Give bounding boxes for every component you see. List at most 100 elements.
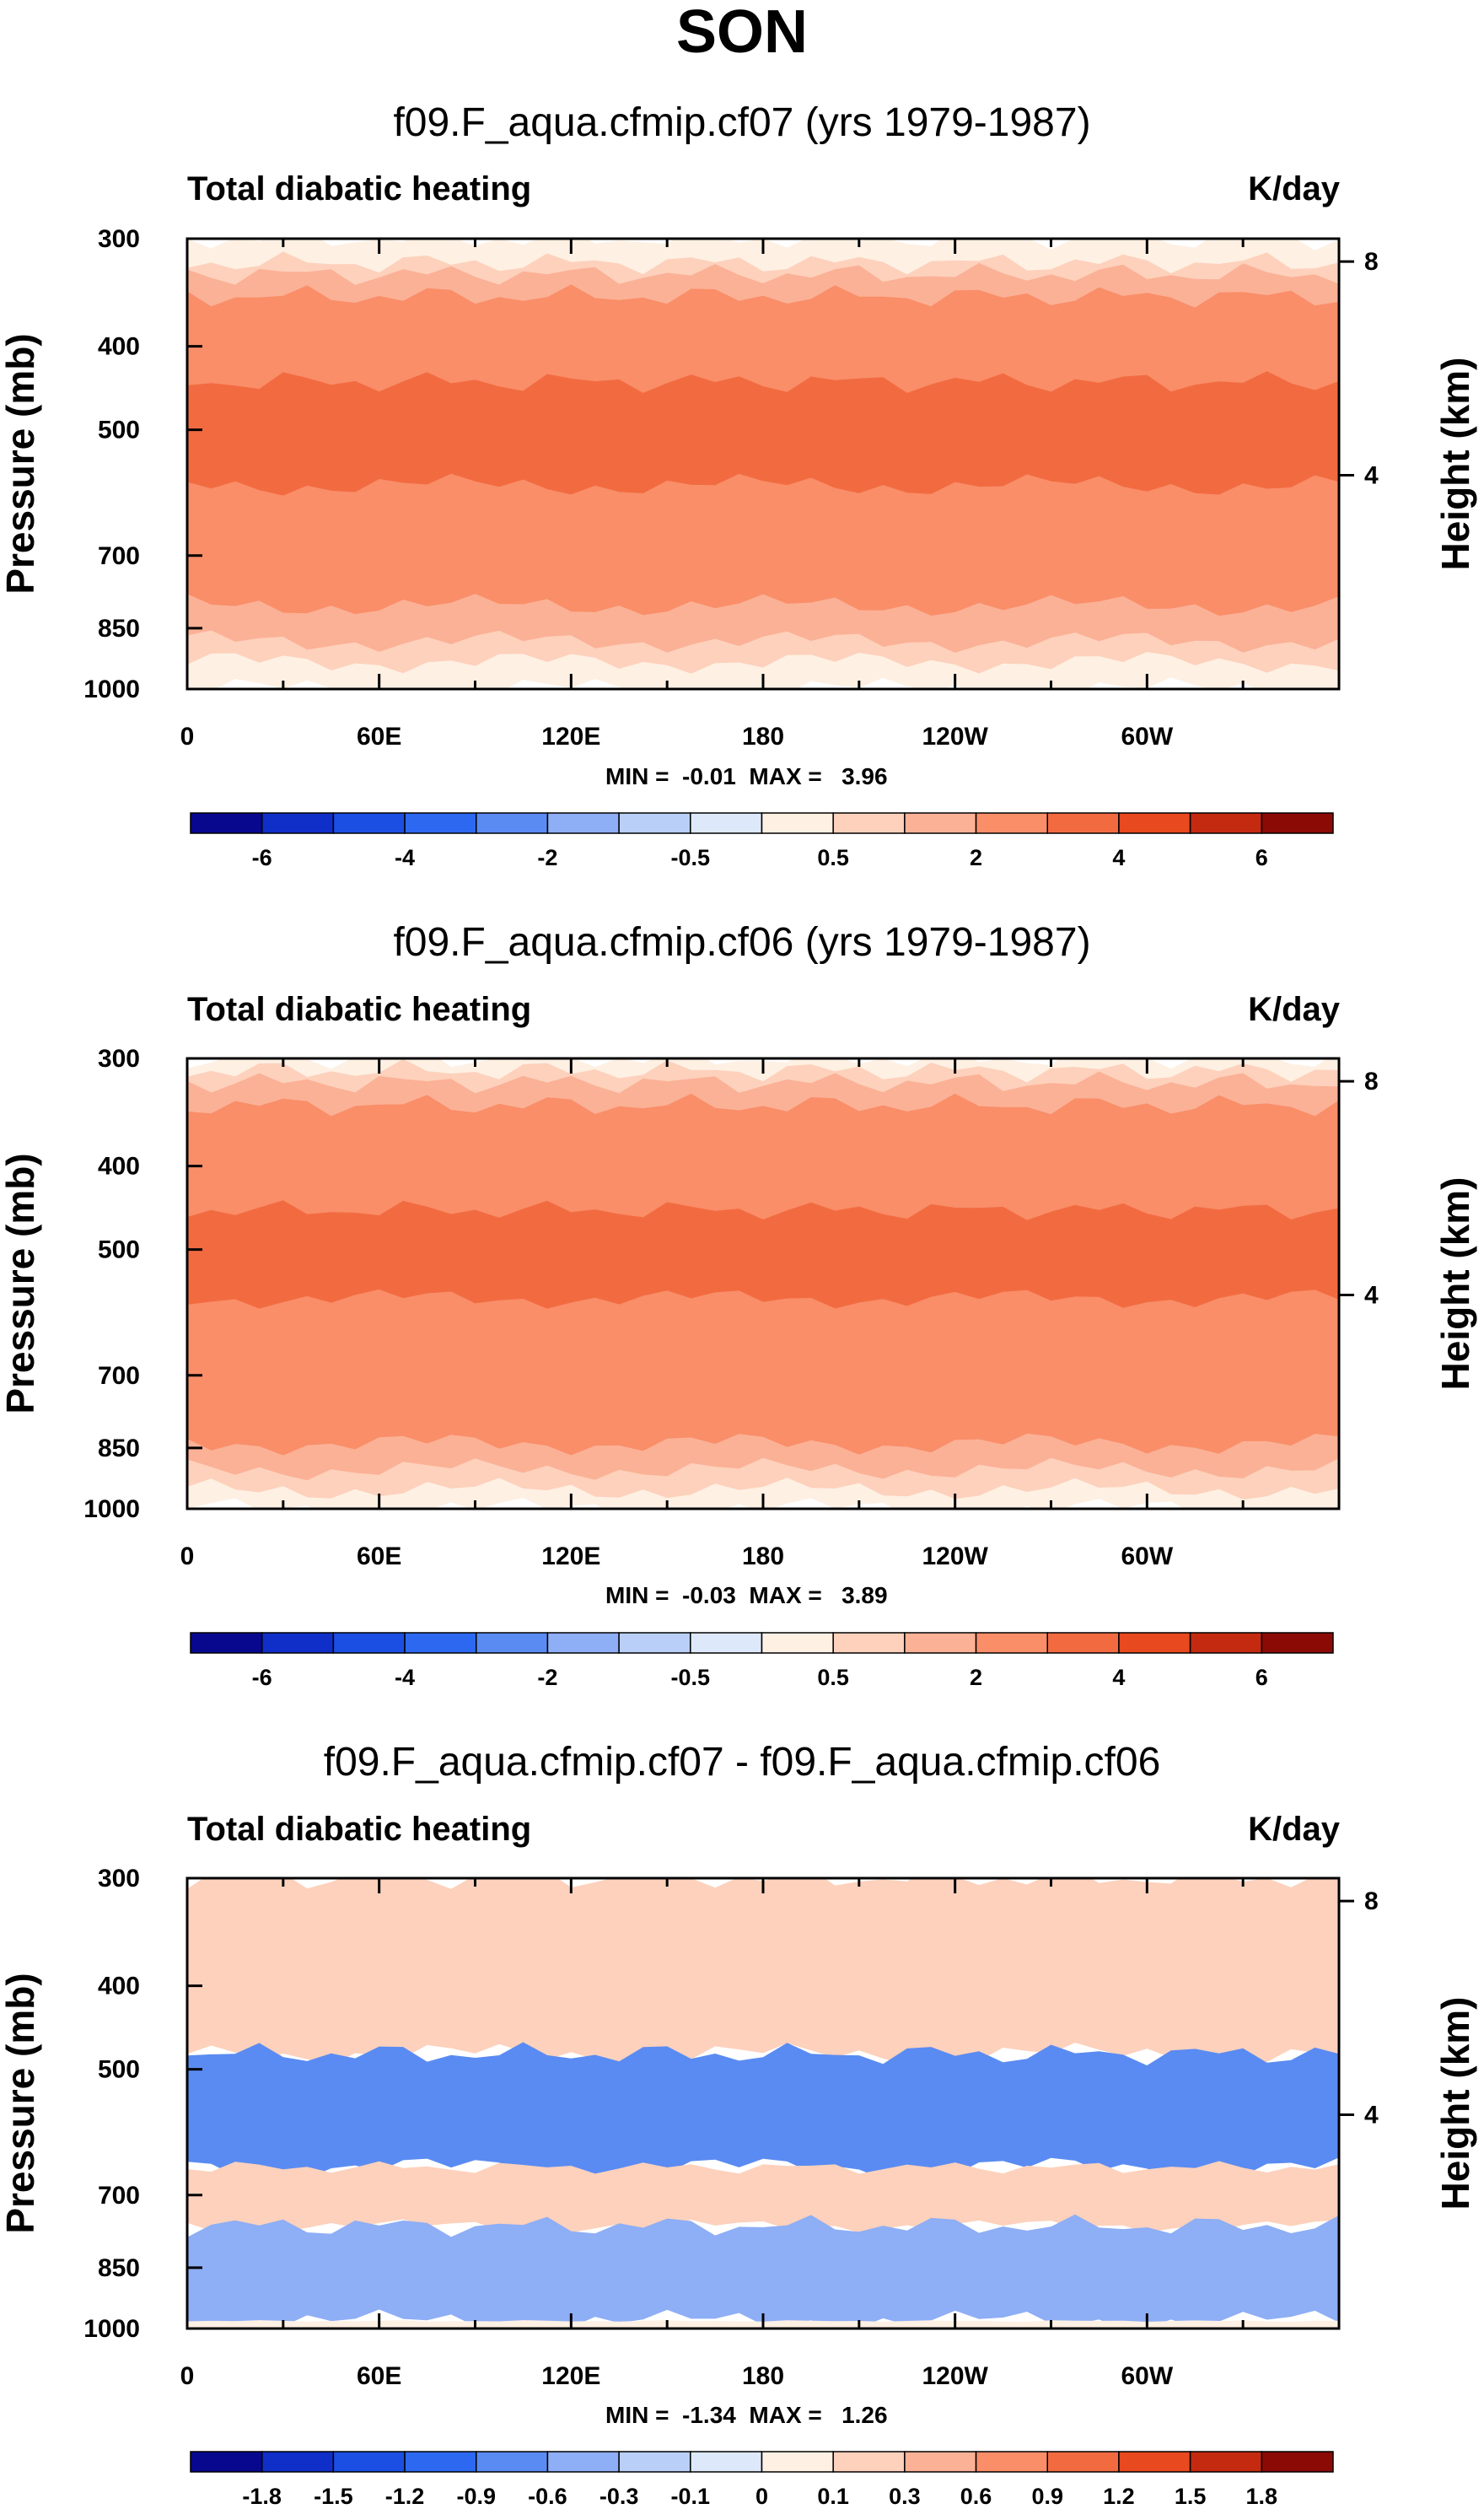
y-axis-right-title: Height (km) — [1433, 1997, 1477, 2210]
colorbar-swatch — [332, 2451, 406, 2473]
colorbar-swatch — [1118, 2451, 1191, 2473]
x-tick-label: 60W — [1121, 1543, 1173, 1570]
panel-1-min-max: MIN = -0.01 MAX = 3.96 — [605, 763, 888, 789]
y-tick-label: 300 — [98, 1045, 140, 1073]
colorbar-label: -0.9 — [456, 2484, 496, 2509]
colorbar-swatch — [546, 1632, 620, 1654]
colorbar-label: 0.9 — [1031, 2484, 1063, 2509]
contour-band — [187, 2042, 1339, 2179]
colorbar-label: -1.2 — [385, 2484, 425, 2509]
panel-2-colorbar: -6 -4 -2 -0.5 0.5 2 4 6 — [190, 1632, 1334, 1690]
colorbar-swatch — [761, 1632, 834, 1654]
colorbar-swatch — [832, 812, 906, 834]
panel-3-title: f09.F_aqua.cfmip.cf07 - f09.F_aqua.cfmip… — [323, 1740, 1161, 1785]
colorbar-label: 2 — [970, 845, 982, 870]
colorbar-swatch — [190, 812, 263, 834]
y-tick-label: 700 — [98, 1362, 140, 1390]
x-tick-label: 0 — [180, 2362, 195, 2390]
colorbar-swatch — [904, 1632, 977, 1654]
colorbar-swatch — [904, 812, 977, 834]
colorbar-swatch — [761, 2451, 834, 2473]
panel-2-left-label: Total diabatic heating — [187, 991, 532, 1028]
x-tick-label: 60E — [357, 2362, 401, 2390]
colorbar-swatch — [261, 2451, 335, 2473]
x-tick-label: 60W — [1121, 723, 1173, 751]
colorbar-swatch — [1261, 1632, 1334, 1654]
panel-1-title: f09.F_aqua.cfmip.cf07 (yrs 1979-1987) — [393, 100, 1091, 145]
colorbar-label: 1.8 — [1246, 2484, 1278, 2509]
x-tick-label: 60E — [357, 1543, 401, 1570]
colorbar-label: 0.1 — [817, 2484, 849, 2509]
x-tick-label: 60W — [1121, 2362, 1173, 2390]
contour-band — [187, 1200, 1339, 1309]
colorbar-label: 0.3 — [889, 2484, 921, 2509]
panel-1-plot: 0 60E 120E 180 120W 60W 300 400 500 700 850 1000 8 4 P… — [0, 225, 1477, 870]
y-right-tick-label: 4 — [1364, 462, 1379, 490]
colorbar-label: 0.6 — [960, 2484, 992, 2509]
x-tick-label: 120E — [541, 723, 600, 751]
colorbar-label: 2 — [970, 1665, 982, 1690]
colorbar-swatch — [476, 812, 549, 834]
y-tick-label: 1000 — [83, 676, 140, 703]
colorbar-label: -0.6 — [528, 2484, 567, 2509]
colorbar-swatch — [1261, 2451, 1334, 2473]
y-tick-label: 850 — [98, 2254, 140, 2282]
colorbar-label: 0.5 — [817, 845, 849, 870]
y-axis-title: Pressure (mb) — [0, 1973, 42, 2233]
colorbar-label: -4 — [395, 1665, 415, 1690]
contour-band — [187, 371, 1339, 496]
colorbar-swatch — [1189, 2451, 1263, 2473]
colorbar-swatch — [190, 1632, 263, 1654]
contour-band — [187, 1878, 1339, 2065]
y-tick-label: 500 — [98, 417, 140, 444]
y-axis-title: Pressure (mb) — [0, 333, 42, 594]
colorbar-label: 6 — [1255, 1665, 1268, 1690]
y-tick-label: 850 — [98, 1435, 140, 1462]
y-tick-label: 400 — [98, 333, 140, 361]
panel-3-min-max: MIN = -1.34 MAX = 1.26 — [605, 2402, 888, 2428]
y-right-tick-label: 4 — [1364, 1282, 1379, 1310]
colorbar-swatch — [261, 812, 335, 834]
y-tick-label: 500 — [98, 1236, 140, 1264]
colorbar-swatch — [761, 812, 834, 834]
x-tick-label: 180 — [742, 1543, 784, 1570]
panel-2-units: K/day — [1248, 991, 1340, 1028]
y-right-tick-label: 8 — [1364, 1068, 1379, 1096]
panel-2-title: f09.F_aqua.cfmip.cf06 (yrs 1979-1987) — [393, 920, 1091, 965]
colorbar-label: -4 — [395, 845, 415, 870]
y-tick-label: 400 — [98, 1973, 140, 2000]
page-title: SON — [675, 0, 809, 66]
colorbar-label: 4 — [1112, 845, 1125, 870]
colorbar-swatch — [190, 2451, 263, 2473]
colorbar-swatch — [1118, 1632, 1191, 1654]
x-tick-label: 120E — [541, 1543, 600, 1570]
colorbar-swatch — [332, 1632, 406, 1654]
colorbar-swatch — [476, 2451, 549, 2473]
colorbar-label: 1.2 — [1103, 2484, 1135, 2509]
colorbar-swatch — [690, 1632, 763, 1654]
colorbar-label: 4 — [1112, 1665, 1125, 1690]
colorbar-label: -6 — [252, 845, 272, 870]
y-tick-label: 700 — [98, 2182, 140, 2210]
colorbar-swatch — [1118, 812, 1191, 834]
y-tick-label: 1000 — [83, 1495, 140, 1523]
colorbar-swatch — [975, 2451, 1048, 2473]
x-tick-label: 120E — [541, 2362, 600, 2390]
colorbar-swatch — [618, 812, 691, 834]
colorbar-label: -0.5 — [671, 1665, 711, 1690]
colorbar-label: 1.5 — [1175, 2484, 1207, 2509]
colorbar-swatch — [546, 812, 620, 834]
colorbar-swatch — [1046, 812, 1120, 834]
y-tick-label: 1000 — [83, 2315, 140, 2343]
panel-1-colorbar: -6 -4 -2 -0.5 0.5 2 4 6 — [190, 812, 1334, 870]
x-tick-label: 180 — [742, 2362, 784, 2390]
x-tick-label: 120W — [922, 2362, 988, 2390]
colorbar-label: -1.5 — [314, 2484, 353, 2509]
y-tick-label: 850 — [98, 615, 140, 643]
colorbar-label: -2 — [537, 1665, 557, 1690]
panel-1-field — [187, 239, 1339, 689]
colorbar-label: 0 — [755, 2484, 768, 2509]
x-tick-label: 120W — [922, 723, 988, 751]
colorbar-label: -0.5 — [671, 845, 711, 870]
panel-2-field — [187, 1058, 1339, 1509]
